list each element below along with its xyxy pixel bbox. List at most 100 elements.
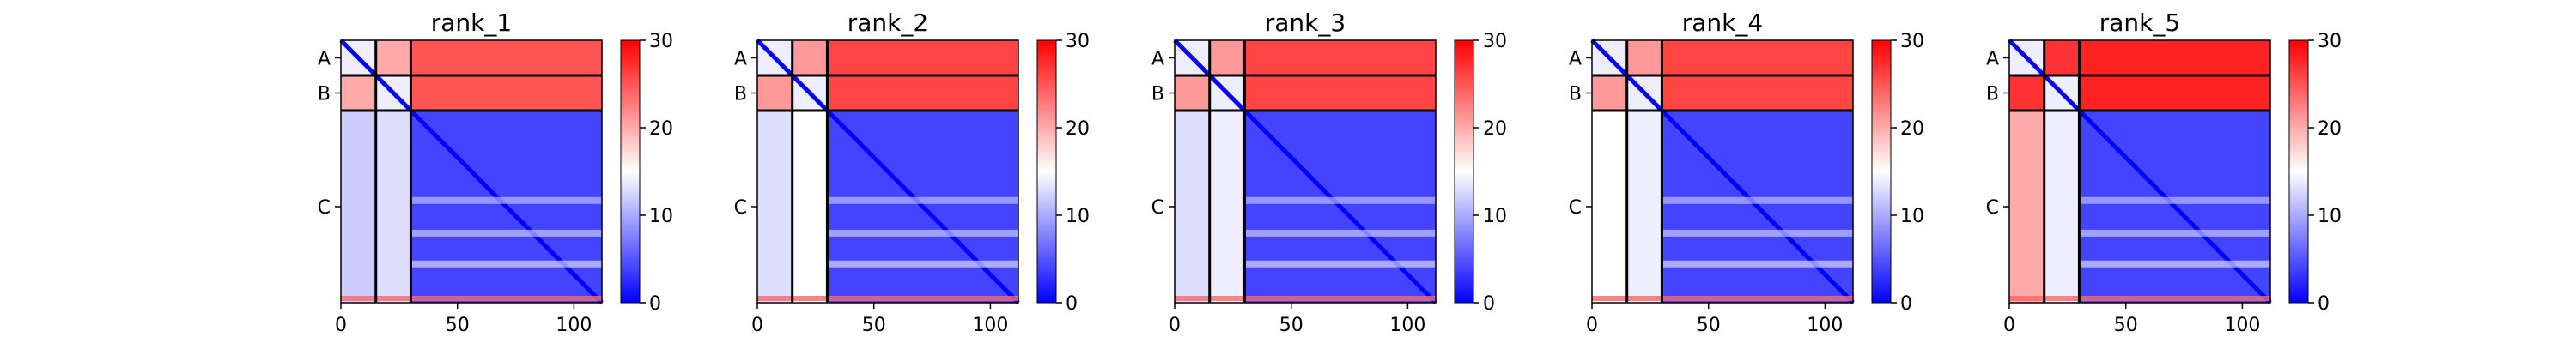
heatmap-block-CB: [1626, 110, 1662, 303]
panel-title: rank_1: [431, 9, 512, 37]
colorbar-tick-label: 0: [1066, 293, 1078, 315]
x-tick-label: 0: [1169, 315, 1181, 336]
diagonal-line: [756, 39, 1020, 304]
pae-panel-rank_5: rank_5 AB C 0 50 100 0 10 20 30: [1986, 9, 2342, 336]
heatmap-block-BA: [1175, 75, 1210, 111]
heatmap-cells: [756, 39, 1020, 304]
chain-boundaries: [2009, 40, 2270, 303]
colorbar: 0 10 20 30: [1036, 31, 1090, 315]
heatmap-block-BA: [341, 75, 376, 111]
colorbar-tick-label: 30: [1483, 31, 1507, 52]
heatmap-frame: [340, 39, 603, 304]
heatmap-block-AB: [2044, 40, 2080, 75]
chain-label-A: A: [318, 48, 331, 69]
heatmap-block-CA: [2009, 110, 2044, 303]
colorbar-tick-label: 20: [649, 118, 673, 140]
heatmap-block-BC: [827, 75, 1018, 111]
chain-label-B: B: [1151, 83, 1164, 105]
chain-label-B: B: [1986, 83, 1999, 105]
heatmap-frame: [756, 39, 1019, 304]
diagonal-line: [1590, 39, 1855, 304]
x-tick-label: 0: [1586, 315, 1598, 336]
heatmap-cells: [2008, 39, 2272, 304]
x-tick-label: 50: [2114, 315, 2138, 336]
heatmap-frame: [1174, 39, 1437, 304]
chain-boundaries: [1175, 40, 1436, 303]
colorbar-tick-label: 30: [649, 31, 673, 52]
heatmap-band: [1662, 260, 1853, 268]
chain-label-C: C: [734, 197, 747, 219]
heatmap-band: [410, 260, 602, 268]
colorbar-tick-label: 10: [1066, 206, 1090, 227]
heatmap-block-BC: [1662, 75, 1853, 111]
heatmap-block-CB: [375, 110, 411, 303]
chain-boundaries: [1592, 40, 1853, 303]
colorbar-tick-label: 0: [1900, 293, 1912, 315]
chain-label-A: A: [734, 48, 747, 69]
heatmap-band: [2009, 296, 2270, 301]
colorbar-tick-label: 0: [1483, 293, 1495, 315]
colorbar-tick-label: 0: [2318, 293, 2330, 315]
panel-title: rank_5: [2099, 9, 2180, 37]
heatmap-band: [2079, 229, 2270, 237]
heatmap-frame: [2008, 39, 2271, 304]
heatmap-band: [1662, 196, 1853, 204]
colorbar: 0 10 20 30: [1454, 31, 1507, 315]
colorbar-tick-label: 10: [1900, 206, 1924, 227]
chain-label-A: A: [1569, 48, 1582, 69]
heatmap-band: [1175, 296, 1436, 301]
heatmap-block-CA: [1175, 110, 1210, 303]
heatmap-block-AB: [375, 40, 411, 75]
panel-title: rank_3: [1265, 9, 1346, 37]
heatmap-band: [1662, 229, 1853, 237]
colorbar-tick-label: 30: [1066, 31, 1090, 52]
chain-label-C: C: [1151, 197, 1164, 219]
pae-panel-rank_4: rank_4 AB C 0 50 100 0 10 20 30: [1569, 9, 1924, 336]
heatmap-block-CA: [341, 110, 376, 303]
heatmap-band: [410, 229, 602, 237]
heatmap-block-AC: [1662, 40, 1853, 75]
colorbar-tick-label: 20: [1066, 118, 1090, 140]
heatmap-band: [341, 296, 602, 301]
heatmap-block-AB: [1209, 40, 1245, 75]
heatmap-band: [1592, 296, 1853, 301]
heatmap-band: [410, 196, 602, 204]
colorbar-tick-label: 0: [649, 293, 661, 315]
pae-panel-rank_2: rank_2 AB C 0 50 100 0 10 20 30: [734, 9, 1090, 336]
panel-title: rank_4: [1682, 9, 1763, 37]
chain-boundaries: [341, 40, 602, 303]
colorbar: 0 10 20 30: [620, 31, 673, 315]
heatmap-block-AB: [1626, 40, 1662, 75]
chain-boundaries: [757, 40, 1018, 303]
heatmap-band: [2079, 196, 2270, 204]
colorbar: 0 10 20 30: [2288, 31, 2342, 315]
heatmap-block-BA: [757, 75, 793, 111]
x-tick-label: 0: [335, 315, 347, 336]
heatmap-block-CB: [2044, 110, 2080, 303]
heatmap-cells: [1590, 39, 1855, 304]
heatmap-band: [1244, 229, 1436, 237]
colorbar-gradient: [1871, 39, 1892, 304]
heatmap-frame: [1591, 39, 1854, 304]
colorbar-gradient: [620, 39, 641, 304]
chain-label-B: B: [1569, 83, 1582, 105]
x-tick-label: 100: [1389, 315, 1425, 336]
colorbar-tick-label: 20: [1900, 118, 1924, 140]
colorbar-tick-label: 20: [2318, 118, 2342, 140]
heatmap-block-BC: [2079, 75, 2270, 111]
colorbar: 0 10 20 30: [1871, 31, 1924, 315]
heatmap-band: [2079, 260, 2270, 268]
x-tick-label: 50: [862, 315, 886, 336]
heatmap-block-BA: [2009, 75, 2044, 111]
colorbar-tick-label: 20: [1483, 118, 1507, 140]
heatmap-block-AC: [2079, 40, 2270, 75]
x-tick-label: 100: [972, 315, 1008, 336]
heatmap-block-AC: [410, 40, 602, 75]
pae-panel-rank_3: rank_3 AB C 0 50 100 0 10 20 30: [1151, 9, 1507, 336]
x-tick-label: 100: [2224, 315, 2260, 336]
colorbar-tick-label: 30: [2318, 31, 2342, 52]
colorbar-gradient: [1454, 39, 1474, 304]
colorbar-gradient: [2288, 39, 2309, 304]
heatmap-block-AB: [792, 40, 828, 75]
chain-label-A: A: [1986, 48, 1999, 69]
